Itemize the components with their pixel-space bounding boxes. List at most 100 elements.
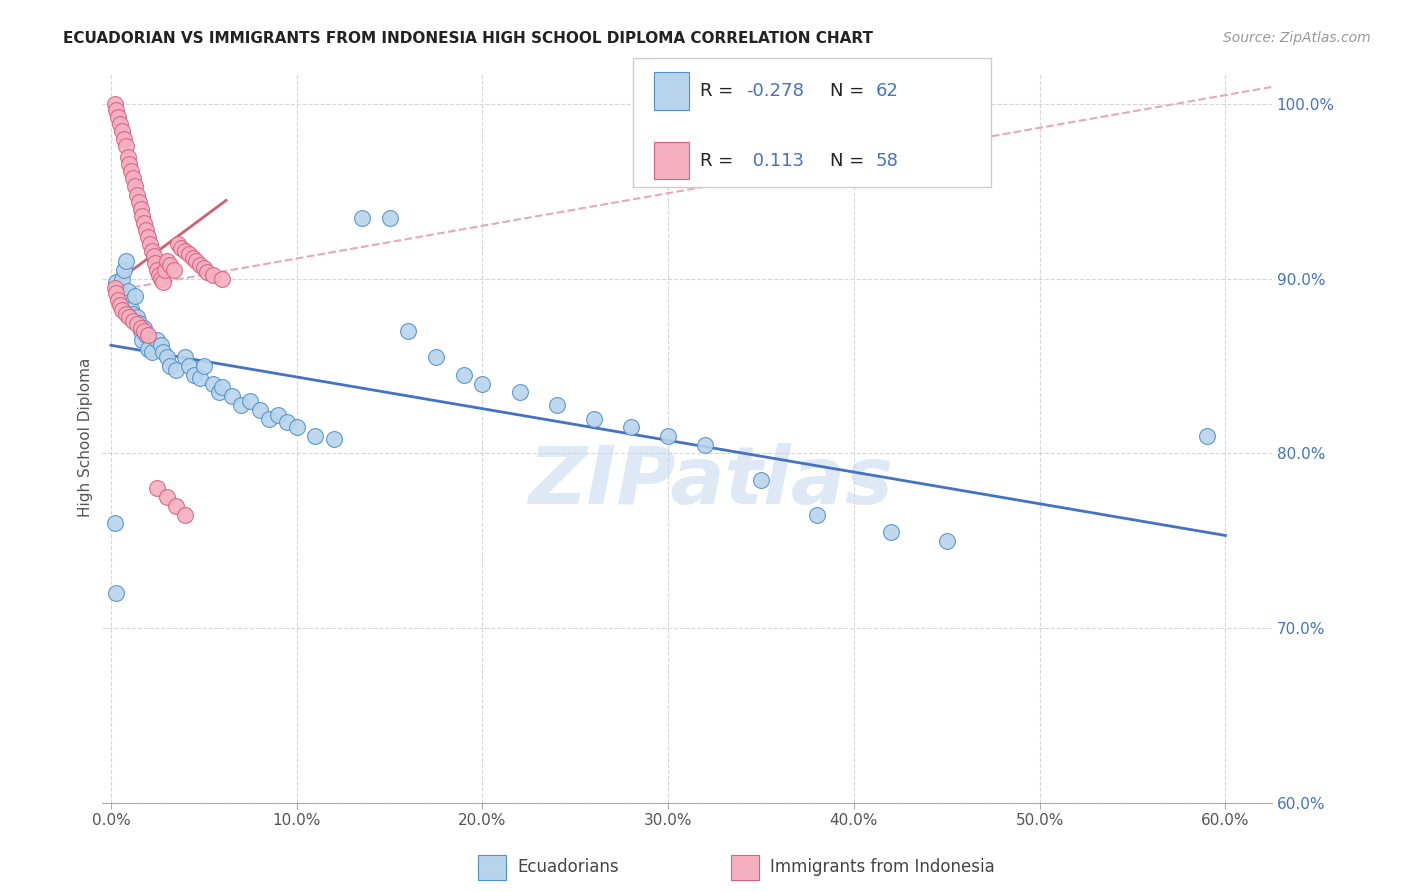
Point (135, 223, 157, 237)
Point (276, 415, 298, 429)
Point (396, 324, 419, 338)
Point (112, 132, 135, 146)
Point (165, 499, 187, 513)
Point (935, 533, 957, 548)
Point (125, 318, 148, 332)
Point (152, 276, 174, 290)
Point (177, 247, 200, 261)
Point (105, 103, 128, 117)
Point (186, 254, 208, 268)
Point (148, 268, 170, 283)
Point (304, 429, 326, 443)
Y-axis label: High School Diploma: High School Diploma (79, 358, 93, 517)
Point (267, 408, 290, 422)
Point (181, 251, 204, 265)
Point (749, 473, 772, 487)
Point (111, 272, 134, 286)
Point (128, 316, 150, 330)
Point (114, 139, 136, 153)
Point (104, 516, 127, 531)
Point (150, 272, 173, 286)
Point (152, 345, 174, 359)
Point (546, 398, 568, 412)
Point (582, 411, 605, 425)
Point (134, 216, 156, 230)
Text: R =: R = (700, 82, 740, 100)
Point (193, 261, 215, 276)
Point (139, 237, 162, 252)
Point (156, 351, 179, 365)
Point (104, 280, 127, 294)
Point (134, 324, 156, 338)
Point (122, 314, 145, 328)
Point (150, 338, 173, 352)
Point (202, 376, 225, 391)
Point (193, 359, 215, 374)
Point (122, 170, 145, 185)
Point (657, 429, 679, 443)
Point (136, 342, 159, 356)
Point (111, 123, 134, 137)
Point (105, 285, 128, 300)
Point (118, 157, 141, 171)
Point (114, 254, 136, 268)
Point (120, 301, 142, 316)
Point (257, 411, 280, 425)
Point (107, 280, 129, 294)
Point (1195, 429, 1218, 443)
Point (114, 307, 136, 321)
Point (174, 244, 197, 258)
Point (136, 230, 159, 244)
Point (159, 359, 181, 374)
Point (153, 263, 176, 277)
Point (107, 293, 129, 307)
Point (118, 294, 141, 309)
Point (453, 368, 475, 382)
Point (125, 310, 148, 325)
Text: Immigrants from Indonesia: Immigrants from Indonesia (770, 858, 995, 876)
Text: R =: R = (700, 152, 740, 169)
Text: N =: N = (830, 82, 869, 100)
Point (129, 202, 152, 216)
Point (202, 268, 225, 283)
Point (117, 284, 139, 298)
Point (118, 310, 141, 325)
Point (117, 150, 139, 164)
Point (111, 303, 134, 318)
Point (112, 263, 135, 277)
Point (471, 376, 494, 391)
Point (183, 368, 205, 382)
Point (239, 394, 262, 409)
Point (156, 254, 179, 268)
Point (108, 285, 131, 300)
Point (322, 433, 344, 447)
Point (378, 211, 401, 225)
Point (166, 237, 188, 252)
Point (131, 209, 153, 223)
Point (229, 398, 252, 412)
Text: 62: 62 (876, 82, 898, 100)
Point (108, 117, 131, 131)
Point (128, 195, 150, 210)
Point (124, 179, 146, 194)
Text: -0.278: -0.278 (747, 82, 804, 100)
Text: ZIPatlas: ZIPatlas (527, 442, 893, 521)
Point (146, 333, 169, 347)
Point (170, 240, 193, 254)
Point (249, 402, 271, 417)
Point (146, 481, 169, 495)
Point (107, 110, 129, 124)
Point (105, 586, 128, 600)
Point (131, 333, 153, 347)
Point (211, 272, 233, 286)
Point (120, 163, 142, 178)
Point (141, 345, 163, 359)
Point (806, 508, 828, 522)
Point (165, 362, 187, 376)
Point (163, 263, 186, 277)
Point (142, 249, 165, 263)
Point (174, 508, 197, 522)
Point (285, 420, 308, 434)
Point (156, 490, 179, 504)
Text: Ecuadorians: Ecuadorians (517, 858, 619, 876)
